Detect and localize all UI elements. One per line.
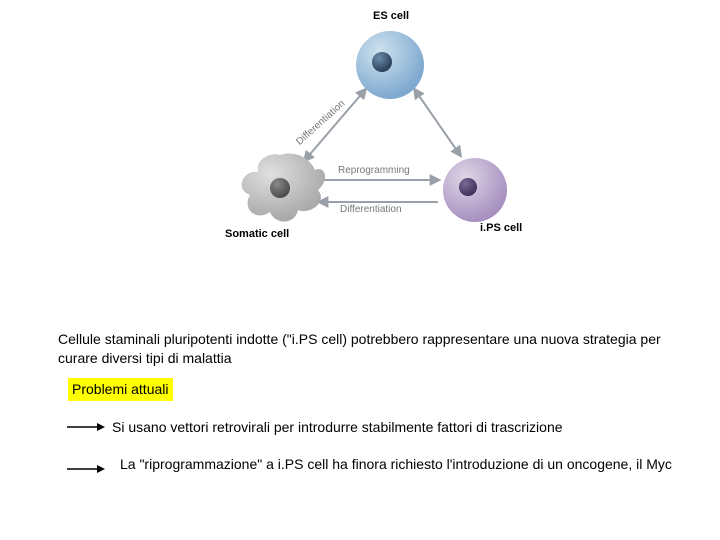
intro-text: Cellule staminali pluripotenti indotte (… [58, 330, 668, 368]
bullet-arrow-icon [65, 462, 105, 476]
cell-diagram: ES cell i.PS cell Somatic cell Different… [180, 10, 540, 260]
bullet-2-text: La "riprogrammazione" a i.PS cell ha fin… [120, 455, 680, 474]
somatic-cell-label: Somatic cell [225, 228, 289, 240]
bullet-1-text: Si usano vettori retrovirali per introdu… [112, 418, 692, 437]
problems-heading-label: Problemi attuali [68, 378, 173, 401]
ips-cell-label: i.PS cell [480, 222, 522, 234]
differentiation-bottom-label: Differentiation [340, 204, 402, 215]
bullet-arrow-icon [65, 420, 105, 434]
reprogramming-label: Reprogramming [338, 165, 410, 176]
problems-heading: Problemi attuali [68, 378, 173, 401]
es-cell-label: ES cell [373, 10, 409, 22]
